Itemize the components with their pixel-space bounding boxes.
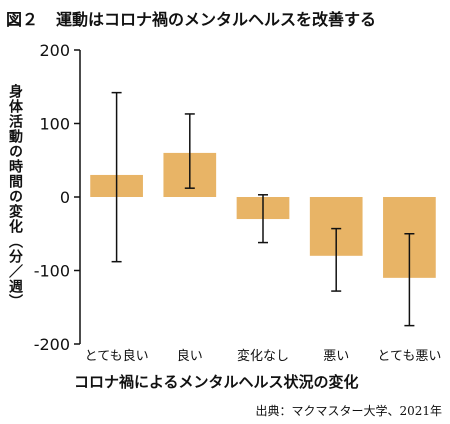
title-text: 運動はコロナ禍のメンタルヘルスを改善する	[56, 10, 377, 29]
y-tick-label: -100	[34, 262, 70, 281]
y-tick-label: 100	[39, 115, 70, 134]
x-tick-label: とても悪い	[377, 349, 441, 364]
error-bars	[111, 91, 415, 327]
x-tick-labels: とても良い 良い 変化なし 悪い とても悪い	[85, 348, 442, 364]
y-axis-label: 身体活動の時間の変化（分／週）	[7, 84, 23, 309]
x-tick-label: 悪い	[323, 349, 349, 364]
x-axis-label: コロナ禍によるメンタルヘルス状況の変化	[74, 373, 359, 391]
x-tick-label: 良い	[177, 348, 203, 364]
figure-number: 図２	[6, 10, 39, 29]
y-axis: 200 100 0 -100 -200	[34, 41, 81, 354]
source-note: 出典：マクマスター大学、2021年	[255, 404, 442, 418]
x-tick-label: とても良い	[85, 348, 149, 364]
x-tick-label: 変化なし	[237, 348, 289, 364]
chart-title: 図２ 運動はコロナ禍のメンタルヘルスを改善する	[6, 6, 376, 30]
y-tick-label: 200	[39, 41, 70, 60]
y-tick-label: 0	[60, 188, 70, 207]
y-tick-label: -200	[34, 335, 70, 354]
